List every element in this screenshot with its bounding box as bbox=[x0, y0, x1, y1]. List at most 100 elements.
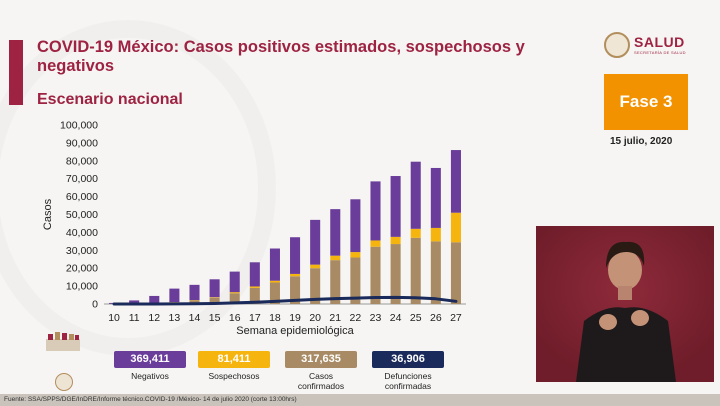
y-tick-label: 80,000 bbox=[66, 155, 98, 167]
national-seal-icon bbox=[604, 32, 630, 58]
bar-negativos bbox=[149, 295, 160, 304]
bar-casos-confirmados bbox=[249, 287, 260, 304]
legend-item: 317,635 Casos confirmados bbox=[285, 351, 357, 391]
source-footer: Fuente: SSA/SPPS/DGE/InDRE/Informe técni… bbox=[0, 394, 720, 406]
x-axis-label: Semana epidemiológica bbox=[236, 325, 354, 337]
phase-badge: Fase 3 bbox=[604, 74, 688, 130]
defunciones-line bbox=[112, 295, 458, 306]
y-tick-label: 90,000 bbox=[66, 137, 98, 149]
x-tick-label: 20 bbox=[309, 312, 321, 324]
chart-subtitle: Escenario nacional bbox=[37, 91, 183, 108]
legend-item: 36,906 Defunciones confirmadas bbox=[372, 351, 444, 391]
legend-item: 369,411 Negativos bbox=[114, 351, 186, 381]
bar-casos-confirmados bbox=[410, 237, 421, 304]
x-tick-label: 11 bbox=[129, 312, 140, 324]
legend-label: Negativos bbox=[131, 371, 169, 381]
bar-casos-confirmados bbox=[330, 260, 341, 304]
bar-sospechosos bbox=[249, 286, 260, 288]
bar-casos-confirmados bbox=[310, 268, 321, 304]
x-tick-label: 14 bbox=[189, 312, 201, 324]
report-date: 15 julio, 2020 bbox=[610, 136, 673, 147]
bar-negativos bbox=[169, 288, 180, 303]
bar-sospechosos bbox=[330, 255, 341, 261]
bar-negativos bbox=[269, 248, 280, 281]
y-tick-label: 100,000 bbox=[60, 120, 98, 132]
x-tick-label: 22 bbox=[350, 312, 362, 324]
y-tick-label: 70,000 bbox=[66, 173, 98, 185]
bar-casos-confirmados bbox=[350, 257, 361, 304]
legend-label: Sospechosos bbox=[208, 371, 260, 381]
bar-negativos bbox=[249, 262, 260, 287]
y-axis-label: Casos bbox=[42, 198, 54, 230]
legend-item: 81,411 Sospechosos bbox=[198, 351, 270, 381]
chart-title: COVID-19 México: Casos positivos estimad… bbox=[37, 38, 525, 75]
bar-casos-confirmados bbox=[209, 297, 220, 304]
x-tick-label: 18 bbox=[269, 312, 281, 324]
x-tick-label: 19 bbox=[289, 312, 301, 324]
brand-subtitle: SECRETARÍA DE SALUD bbox=[634, 50, 686, 55]
x-tick-label: 23 bbox=[370, 312, 382, 324]
x-tick-label: 24 bbox=[390, 312, 402, 324]
bar-casos-confirmados bbox=[229, 293, 240, 304]
salud-logo: SALUD SECRETARÍA DE SALUD bbox=[604, 32, 686, 58]
bar-negativos bbox=[450, 150, 461, 213]
bar-negativos bbox=[290, 237, 301, 274]
bar-sospechosos bbox=[450, 212, 461, 243]
bar-casos-confirmados bbox=[430, 241, 441, 304]
bar-casos-confirmados bbox=[290, 276, 301, 304]
bar-sospechosos bbox=[229, 292, 240, 294]
bar-sospechosos bbox=[269, 280, 280, 283]
bar-casos-confirmados bbox=[269, 282, 280, 304]
y-tick-label: 30,000 bbox=[66, 245, 98, 257]
x-tick-label: 16 bbox=[229, 312, 241, 324]
x-tick-label: 10 bbox=[108, 312, 120, 324]
brand-name: SALUD bbox=[634, 34, 685, 50]
bar-negativos bbox=[430, 167, 441, 228]
bar-sospechosos bbox=[209, 297, 220, 298]
y-tick-label: 40,000 bbox=[66, 227, 98, 239]
y-tick-label: 10,000 bbox=[66, 281, 98, 293]
y-tick-label: 20,000 bbox=[66, 263, 98, 275]
y-tick-label: 60,000 bbox=[66, 191, 98, 203]
bar-sospechosos bbox=[350, 252, 361, 258]
legend-value: 317,635 bbox=[285, 351, 357, 368]
legend-value: 369,411 bbox=[114, 351, 186, 368]
sign-language-interpreter-video bbox=[536, 226, 714, 382]
x-tick-label: 27 bbox=[450, 312, 462, 324]
legend-value: 36,906 bbox=[372, 351, 444, 368]
bar-sospechosos bbox=[430, 227, 441, 242]
bar-casos-confirmados bbox=[189, 300, 200, 304]
bar-sospechosos bbox=[410, 228, 421, 238]
x-tick-label: 13 bbox=[169, 312, 181, 324]
y-tick-label: 0 bbox=[92, 299, 98, 311]
bottom-logo-icon bbox=[44, 331, 82, 353]
bar-sospechosos bbox=[370, 240, 381, 247]
bar-sospechosos bbox=[310, 264, 321, 269]
bar-negativos bbox=[129, 300, 140, 304]
bar-negativos bbox=[390, 176, 401, 237]
bar-negativos bbox=[189, 284, 200, 301]
x-tick-label: 21 bbox=[329, 312, 341, 324]
bar-negativos bbox=[229, 271, 240, 293]
bar-casos-confirmados bbox=[450, 242, 461, 304]
bar-negativos bbox=[410, 161, 421, 229]
bar-negativos bbox=[330, 209, 341, 256]
legend-value: 81,411 bbox=[198, 351, 270, 368]
bottom-seal-icon bbox=[55, 373, 73, 391]
bar-negativos bbox=[310, 219, 321, 265]
x-tick-label: 12 bbox=[148, 312, 160, 324]
accent-bar bbox=[9, 40, 23, 105]
bar-casos-confirmados bbox=[370, 246, 381, 304]
y-tick-label: 50,000 bbox=[66, 209, 98, 221]
x-tick-label: 17 bbox=[249, 312, 261, 324]
x-tick-label: 25 bbox=[410, 312, 422, 324]
legend-label: Casos confirmados bbox=[297, 371, 345, 391]
bar-negativos bbox=[209, 279, 220, 298]
x-tick-label: 26 bbox=[430, 312, 442, 324]
bar-negativos bbox=[350, 199, 361, 253]
bar-casos-confirmados bbox=[390, 244, 401, 304]
bar-sospechosos bbox=[390, 236, 401, 245]
x-tick-label: 15 bbox=[209, 312, 221, 324]
